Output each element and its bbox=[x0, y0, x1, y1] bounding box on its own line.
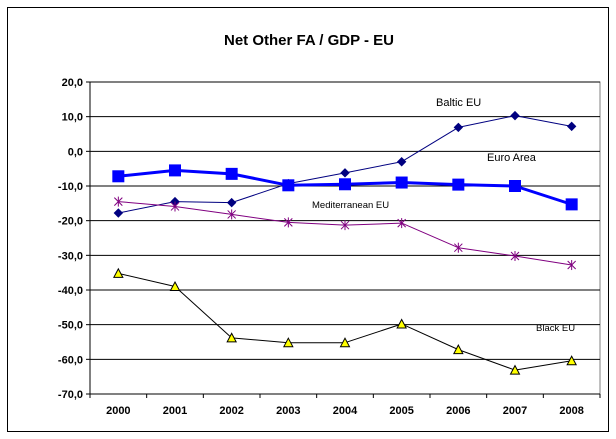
data-point bbox=[510, 251, 520, 262]
series-group bbox=[112, 110, 578, 375]
x-tick-label: 2000 bbox=[106, 405, 130, 417]
y-tick-label: -50,0 bbox=[58, 320, 83, 332]
annotation-euro-area: Euro Area bbox=[487, 152, 537, 164]
y-tick-label: 10,0 bbox=[62, 112, 83, 124]
data-point bbox=[567, 260, 577, 271]
y-tick-label: -30,0 bbox=[58, 250, 83, 262]
series-black-eu bbox=[113, 267, 577, 375]
data-point bbox=[226, 197, 237, 208]
data-point bbox=[113, 196, 123, 207]
data-point bbox=[283, 217, 293, 228]
y-tick-label: 20,0 bbox=[62, 77, 83, 89]
data-point bbox=[509, 180, 521, 192]
data-point bbox=[566, 355, 577, 366]
y-tick-label: -20,0 bbox=[58, 216, 83, 228]
data-point bbox=[227, 209, 237, 220]
annotation-mediterranean-eu: Mediterranean EU bbox=[312, 200, 389, 211]
x-tick-label: 2003 bbox=[276, 405, 300, 417]
data-point bbox=[510, 110, 520, 121]
data-point bbox=[226, 332, 237, 343]
annotation-baltic-eu: Baltic EU bbox=[436, 97, 481, 109]
y-tick-label: -40,0 bbox=[58, 285, 83, 297]
annotations: Baltic EU Euro Area Mediterranean EU Bla… bbox=[312, 97, 575, 334]
x-tick-label: 2008 bbox=[559, 405, 583, 417]
data-point bbox=[509, 364, 521, 375]
y-tick-label: 0,0 bbox=[68, 146, 83, 158]
x-tick-label: 2004 bbox=[333, 405, 358, 417]
series-euro-area bbox=[112, 164, 578, 211]
data-point bbox=[397, 218, 407, 229]
data-point bbox=[396, 318, 407, 329]
chart-title: Net Other FA / GDP - EU bbox=[224, 32, 394, 49]
data-point bbox=[566, 121, 577, 132]
data-point bbox=[565, 198, 578, 211]
x-tick-label: 2007 bbox=[503, 405, 527, 417]
y-tick-label: -60,0 bbox=[58, 354, 83, 366]
chart-frame: Net Other FA / GDP - EU 20,0 10,0 0,0 -10,0… bbox=[7, 7, 609, 432]
data-point bbox=[395, 176, 408, 189]
y-tick-label: -70,0 bbox=[58, 389, 83, 401]
x-tick-label: 2001 bbox=[163, 405, 187, 417]
series-mediterranean-eu bbox=[113, 196, 577, 271]
data-point bbox=[113, 267, 124, 278]
data-point bbox=[453, 122, 464, 133]
data-point bbox=[453, 344, 464, 355]
data-point bbox=[112, 170, 125, 183]
data-point bbox=[283, 337, 294, 348]
x-tick-label: 2006 bbox=[446, 405, 470, 417]
data-point bbox=[396, 157, 407, 167]
axes: 20,0 10,0 0,0 -10,0 -20,0 -30,0 -40,0 -50,0 -60,… bbox=[58, 77, 601, 417]
annotation-black-eu: Black EU bbox=[536, 323, 575, 334]
data-point bbox=[339, 337, 351, 348]
plot-area bbox=[89, 81, 601, 395]
data-point bbox=[169, 164, 181, 177]
data-point bbox=[169, 280, 181, 292]
y-tick-label: -10,0 bbox=[58, 181, 83, 193]
data-point bbox=[340, 168, 350, 178]
data-point bbox=[452, 178, 465, 191]
series-baltic-eu bbox=[113, 110, 577, 218]
data-point bbox=[113, 208, 124, 218]
x-tick-label: 2002 bbox=[219, 405, 243, 417]
data-point bbox=[170, 201, 180, 212]
data-point bbox=[282, 179, 295, 192]
data-point bbox=[453, 242, 463, 253]
data-point bbox=[225, 167, 238, 180]
data-point bbox=[340, 220, 350, 231]
x-tick-label: 2005 bbox=[389, 405, 413, 417]
data-point bbox=[339, 178, 351, 191]
line-chart: Net Other FA / GDP - EU 20,0 10,0 0,0 -10,0… bbox=[58, 32, 601, 417]
